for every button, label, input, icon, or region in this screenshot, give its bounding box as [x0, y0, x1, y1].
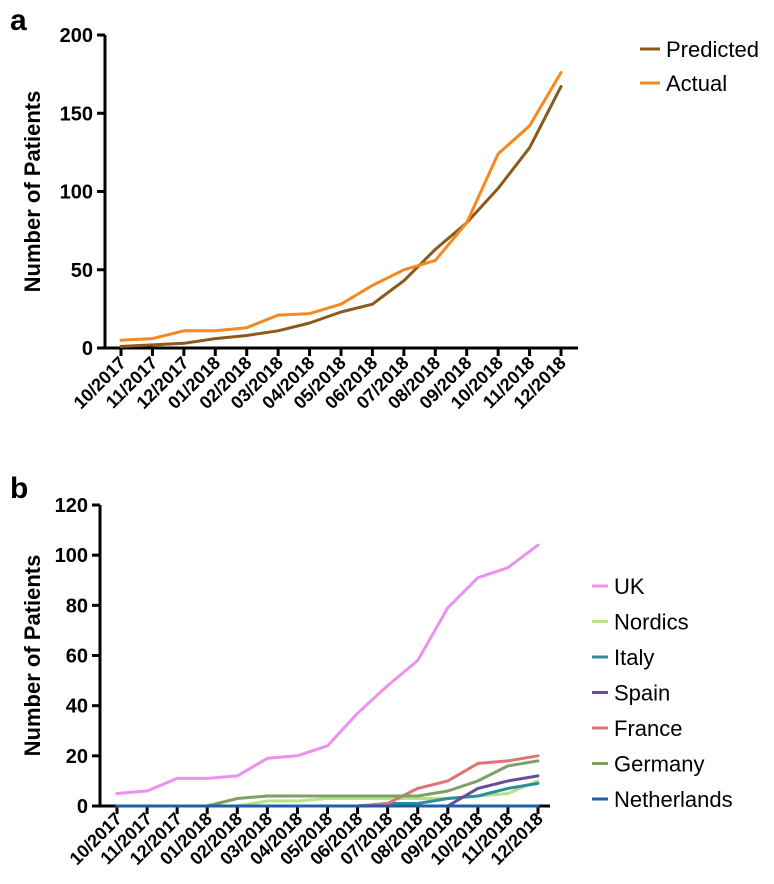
y-tick-label: 150	[60, 103, 93, 125]
legend-label-uk: UK	[614, 574, 645, 599]
legend-label-spain: Spain	[614, 681, 670, 706]
y-tick-label: 100	[55, 545, 88, 567]
legend-label-germany: Germany	[614, 752, 704, 777]
legend-label-france: France	[614, 716, 682, 741]
y-tick-label: 0	[82, 338, 93, 360]
legend-label-actual: Actual	[666, 71, 727, 96]
panel-letter-b: b	[10, 472, 28, 505]
series-line-predicted	[119, 85, 563, 348]
legend-label-nordics: Nordics	[614, 610, 689, 635]
y-tick-label: 120	[55, 495, 88, 517]
y-tick-label: 20	[66, 746, 88, 768]
y-tick-label: 60	[66, 646, 88, 668]
series-line-uk	[115, 543, 540, 795]
y-tick-label: 100	[60, 182, 93, 204]
y-tick-label: 80	[66, 595, 88, 617]
legend-label-predicted: Predicted	[666, 37, 759, 62]
y-tick-label: 50	[71, 260, 93, 282]
chart-panel-a: 05010015020010/201711/201712/201701/2018…	[20, 25, 759, 413]
series-line-nordics	[115, 779, 540, 808]
y-axis-title: Number of Patients	[20, 91, 45, 293]
y-axis-title: Number of Patients	[20, 555, 45, 757]
y-tick-label: 200	[60, 25, 93, 47]
panel-letter-a: a	[10, 4, 27, 37]
y-tick-label: 40	[66, 696, 88, 718]
y-tick-label: 0	[77, 796, 88, 818]
series-line-actual	[119, 71, 563, 342]
legend-label-italy: Italy	[614, 645, 654, 670]
chart-panel-b: 02040608010012010/201711/201712/201701/2…	[20, 495, 733, 869]
legend-label-netherlands: Netherlands	[614, 787, 733, 812]
